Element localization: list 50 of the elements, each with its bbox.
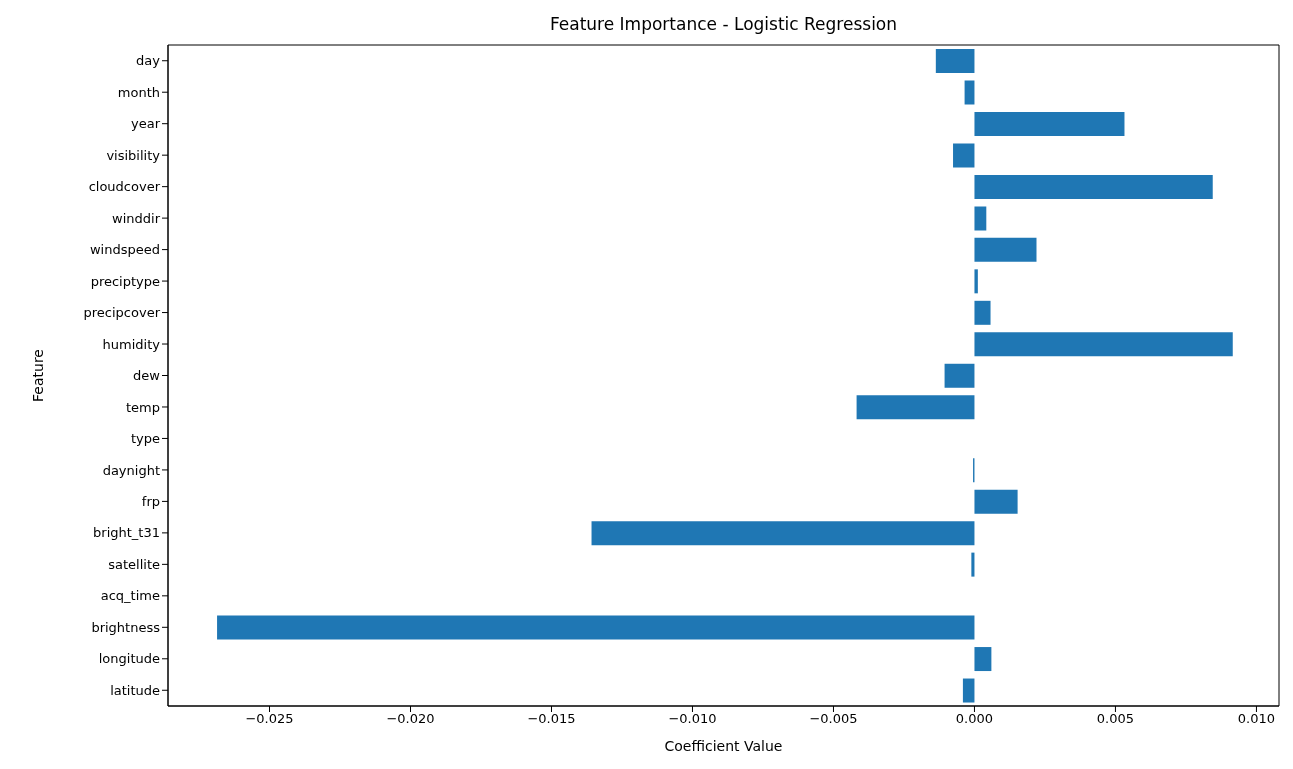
bar — [944, 363, 975, 388]
bar — [591, 521, 975, 546]
bar — [953, 143, 975, 168]
bar — [974, 174, 1213, 199]
y-tick-label: winddir — [112, 210, 161, 226]
bar — [971, 552, 975, 577]
bar — [935, 49, 975, 73]
x-tick-label: 0.010 — [1237, 711, 1276, 727]
bar — [217, 615, 975, 640]
y-tick-label: precipcover — [83, 305, 161, 321]
x-tick-label: −0.020 — [386, 711, 435, 727]
x-tick-label: −0.015 — [527, 711, 576, 727]
y-tick-label: latitude — [110, 682, 160, 698]
bar — [974, 489, 1018, 514]
x-tick-label: 0.000 — [955, 711, 994, 727]
bar — [974, 111, 1125, 136]
y-tick-label: preciptype — [90, 273, 160, 289]
bar — [974, 237, 1037, 262]
y-tick-label: longitude — [98, 651, 160, 667]
x-tick-label: −0.005 — [809, 711, 858, 727]
y-tick-label: windspeed — [89, 242, 160, 258]
x-axis-title: Coefficient Value — [664, 738, 783, 754]
bar — [962, 678, 975, 703]
y-tick-label: cloudcover — [88, 179, 161, 195]
y-tick-label: daynight — [102, 462, 160, 478]
y-tick-label: humidity — [102, 336, 161, 352]
bar — [974, 269, 978, 294]
bar — [974, 300, 991, 325]
x-tick-label: −0.010 — [668, 711, 717, 727]
x-tick-label: 0.005 — [1096, 711, 1135, 727]
y-tick-label: temp — [125, 399, 160, 415]
y-tick-label: brightness — [91, 619, 161, 635]
bar — [856, 395, 975, 420]
bar — [974, 332, 1233, 357]
y-axis-title: Feature — [29, 349, 46, 402]
bar — [974, 206, 987, 231]
y-tick-label: satellite — [108, 556, 160, 572]
y-tick-label: dew — [133, 368, 161, 384]
bar — [964, 80, 975, 105]
y-tick-label: frp — [141, 494, 160, 510]
y-tick-label: year — [130, 116, 161, 132]
bar — [974, 647, 992, 672]
y-tick-label: type — [130, 431, 160, 447]
y-tick-label: bright_t31 — [93, 525, 160, 541]
x-tick-label: −0.025 — [245, 711, 294, 727]
y-tick-label: acq_time — [100, 588, 160, 604]
y-tick-label: day — [136, 53, 161, 69]
y-tick-label: visibility — [106, 147, 161, 163]
y-tick-label: month — [117, 84, 160, 100]
chart-title: Feature Importance - Logistic Regression — [548, 14, 899, 34]
